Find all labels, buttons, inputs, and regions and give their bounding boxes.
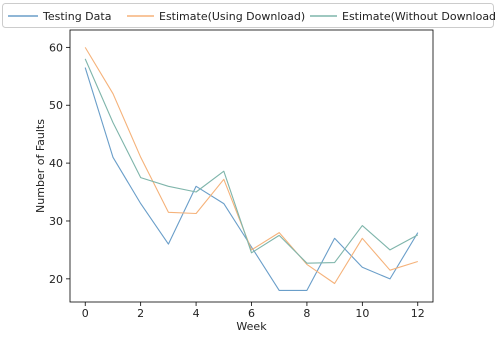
x-axis-ticks: 0 2 4 6 8 10 12	[82, 302, 425, 320]
x-tick-label: 0	[82, 307, 89, 320]
y-axis-label: Number of Faults	[34, 119, 47, 213]
x-tick-label: 6	[248, 307, 255, 320]
x-tick-label: 10	[355, 307, 369, 320]
y-tick-label: 20	[49, 273, 63, 286]
x-tick-label: 2	[137, 307, 144, 320]
legend-label-2: Estimate(Using Download)	[159, 10, 305, 23]
series-layer	[84, 47, 419, 291]
legend: Testing Data Estimate(Using Download) Esti…	[2, 3, 497, 28]
series-line-1	[84, 67, 419, 291]
y-tick-label: 60	[49, 41, 63, 54]
x-tick-label: 4	[193, 307, 200, 320]
y-tick-label: 40	[49, 157, 63, 170]
y-tick-label: 50	[49, 99, 63, 112]
x-axis-label: Week	[236, 320, 267, 333]
legend-label-3: Estimate(Without Download)	[342, 10, 497, 23]
x-tick-label: 8	[303, 307, 310, 320]
plot-area-frame	[69, 29, 434, 303]
series-line-2	[84, 47, 418, 285]
y-axis-ticks: 20 30 40 50 60	[49, 41, 70, 286]
series-line-3	[84, 58, 419, 264]
x-tick-label: 12	[411, 307, 425, 320]
y-tick-label: 30	[49, 215, 63, 228]
legend-label-1: Testing Data	[42, 10, 111, 23]
legend-box	[2, 3, 494, 28]
